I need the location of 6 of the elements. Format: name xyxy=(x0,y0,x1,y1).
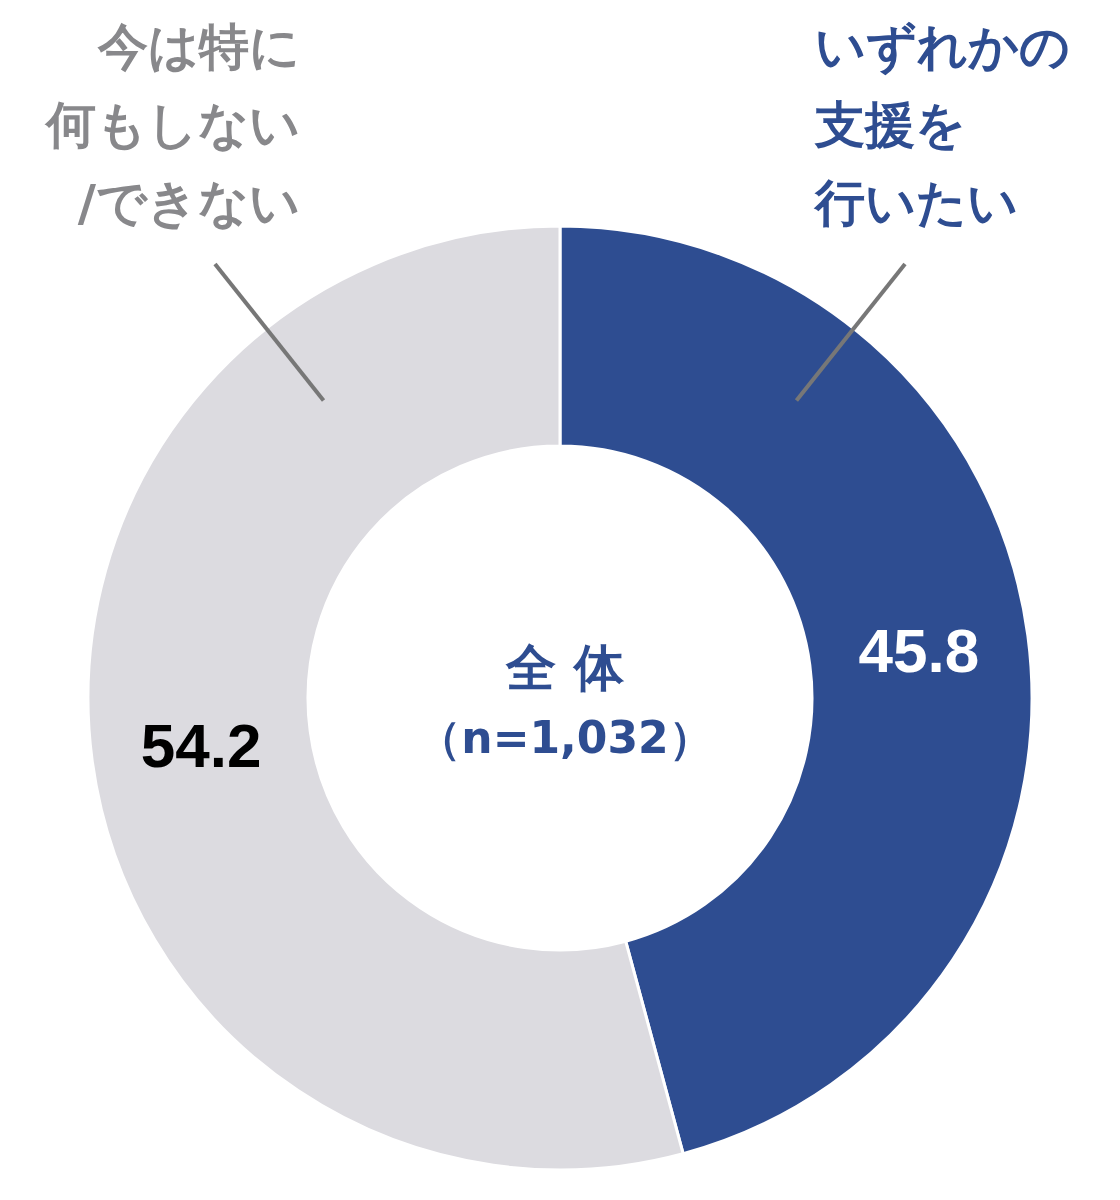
slice-label: 今は特に何もしない/できない xyxy=(44,18,300,232)
text: （n=1,032） xyxy=(417,711,713,763)
text: 全 体 xyxy=(505,639,625,697)
slice-label: いずれかの支援を行いたい xyxy=(813,18,1070,232)
data-label: 45.8 xyxy=(858,615,980,685)
data-label: 54.2 xyxy=(140,711,262,781)
